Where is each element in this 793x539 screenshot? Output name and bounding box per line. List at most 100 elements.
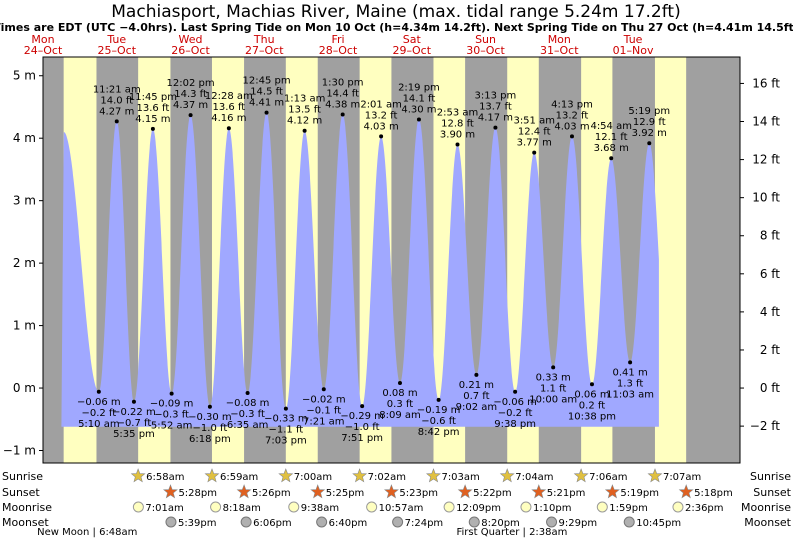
row-label-right-sunrise: Sunrise (750, 470, 791, 483)
tide-point (647, 141, 652, 146)
moonrise-icon (132, 501, 144, 513)
moonset-icon (165, 516, 177, 528)
moonset-time: 7:24pm (405, 518, 444, 529)
sunset-time: 5:21pm (547, 488, 586, 499)
tide-point (264, 110, 269, 115)
tide-time: 9:02 am (456, 402, 498, 413)
sunset-icon (678, 484, 694, 499)
sunrise-time: 7:07am (663, 472, 701, 483)
day-name: Tue (106, 33, 126, 46)
tide-time: 5:52 am (151, 421, 193, 432)
tide-height-m: 3.68 m (594, 143, 629, 154)
tide-time: 9:38 pm (494, 419, 536, 430)
tide-height-ft: 14.1 ft (403, 93, 436, 104)
plot-frame (42, 56, 741, 464)
day-date: 29–Oct (393, 44, 432, 57)
tide-area (61, 112, 659, 427)
y-tick-label-ft: 2 ft (760, 343, 780, 357)
tide-height-ft: 0.2 ft (579, 400, 605, 411)
tide-point (513, 389, 518, 394)
tide-height-m: 4.17 m (478, 113, 513, 124)
tide-point (628, 360, 633, 365)
y-tick-label-m: 3 m (13, 194, 36, 208)
tide-point (397, 381, 402, 386)
tide-height-ft: 12.1 ft (595, 132, 628, 143)
tide-height-ft: 14.5 ft (250, 87, 283, 98)
sunset-icon (383, 484, 399, 499)
day-date: 01–Nov (613, 44, 654, 57)
moon-phase-label: First Quarter | 2:38am (456, 527, 567, 538)
moonrise-time: 7:01am (145, 503, 183, 514)
tide-height-m: 3.90 m (440, 129, 475, 140)
sunset-time: 5:22pm (473, 488, 512, 499)
day-name: Mon (31, 33, 54, 46)
sunset-time: 5:19pm (620, 488, 659, 499)
moonset-icon (316, 516, 328, 528)
tide-height-ft: 0.7 ft (463, 391, 489, 402)
tide-height-ft: 12.4 ft (518, 127, 551, 138)
tide-height-ft: 0.3 ft (387, 399, 413, 410)
sunrise-time: 7:02am (368, 472, 406, 483)
tide-height-ft: −0.3 ft (230, 409, 265, 420)
tide-height-ft: −0.1 ft (306, 405, 341, 416)
sunset-icon (457, 484, 473, 499)
tide-time: 4:13 pm (551, 99, 593, 110)
tide-point (436, 397, 441, 402)
tide-point (207, 404, 212, 409)
y-tick-label-ft: −2 ft (750, 419, 781, 433)
tide-height-ft: −0.7 ft (117, 418, 152, 429)
tide-height-m: −0.19 m (417, 405, 461, 416)
sunset-time: 5:28pm (178, 488, 217, 499)
tide-height-m: 0.08 m (382, 388, 417, 399)
tide-time: 8:09 am (379, 410, 421, 421)
tide-height-ft: 1.3 ft (617, 378, 643, 389)
tide-height-ft: 13.2 ft (556, 110, 589, 121)
y-tick-label-m: 2 m (13, 256, 36, 270)
tide-height-ft: 13.6 ft (213, 102, 246, 113)
tide-point (379, 134, 384, 139)
astronomy-rows: Sunrise Sunrise Sunset Sunset Moonrise Moonri… (2, 468, 792, 538)
sunrise-icon (499, 468, 515, 483)
day-date: 30–Oct (466, 44, 505, 57)
tide-time: 12:28 am (205, 91, 253, 102)
tide-point (131, 399, 136, 404)
sunset-icon (236, 484, 252, 499)
moonrise-icon (210, 501, 222, 513)
row-label-moonset: Moonset (2, 516, 49, 529)
tide-height-m: 4.37 m (173, 100, 208, 111)
moonset-time: 10:45pm (636, 518, 681, 529)
tide-time: 11:45 pm (129, 92, 177, 103)
tide-time: 12:45 pm (243, 76, 291, 87)
tide-height-m: 4.30 m (401, 104, 436, 115)
tide-time: 2:01 am (360, 99, 402, 110)
tide-height-m: 4.15 m (135, 114, 170, 125)
tide-point (321, 387, 326, 392)
moonrise-icon (672, 501, 684, 513)
tide-point (150, 126, 155, 131)
sunset-time: 5:25pm (326, 488, 365, 499)
tide-height-m: 4.27 m (99, 106, 134, 117)
row-label-sunset: Sunset (2, 486, 40, 499)
chart-subtitle: Times are EDT (UTC −4.0hrs). Last Spring… (0, 21, 793, 34)
day-date: 24–Oct (24, 44, 63, 57)
tide-point (169, 391, 174, 396)
tide-time: 10:38 pm (568, 411, 616, 422)
sunrise-icon (204, 468, 220, 483)
moonrise-icon (520, 501, 532, 513)
tide-time: 5:19 pm (628, 106, 670, 117)
tide-time: 1:13 am (284, 94, 326, 105)
tide-time: 12:02 pm (167, 78, 215, 89)
day-date: 26–Oct (171, 44, 210, 57)
y-tick-label-m: −1 m (3, 444, 36, 458)
moonrise-time: 1:59pm (609, 503, 648, 514)
tide-height-m: 3.92 m (632, 128, 667, 139)
y-tick-label-m: 4 m (13, 131, 36, 145)
moonrise-time: 2:36pm (685, 503, 724, 514)
tide-time: 8:42 pm (418, 427, 460, 438)
tide-height-ft: −0.2 ft (81, 408, 116, 419)
tide-height-m: 4.12 m (287, 116, 322, 127)
tide-time: 2:53 am (437, 107, 479, 118)
row-label-right-moonset: Moonset (744, 516, 791, 529)
day-date: 31–Oct (540, 44, 579, 57)
